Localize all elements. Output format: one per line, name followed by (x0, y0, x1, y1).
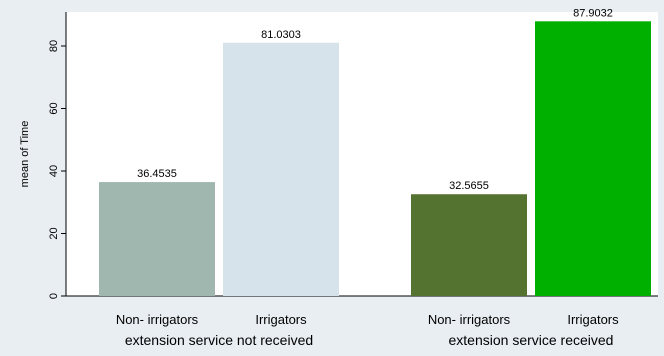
y-axis-label: mean of Time (19, 121, 31, 188)
y-tick-label: 40 (48, 165, 60, 177)
y-tick-label: 0 (48, 293, 60, 299)
y-tick-label: 60 (48, 102, 60, 114)
bar-value-label: 81.0303 (261, 29, 301, 41)
group-label: extension service received (449, 332, 614, 348)
bar-value-label: 87.9032 (573, 7, 613, 19)
bar (99, 182, 215, 296)
bar (535, 21, 651, 296)
bar-value-label: 36.4535 (137, 168, 177, 180)
category-label: Irrigators (255, 312, 307, 327)
y-tick-label: 80 (48, 40, 60, 52)
group-label: extension service not received (125, 332, 313, 348)
y-tick-label: 20 (48, 227, 60, 239)
bar (411, 194, 527, 296)
category-label: Irrigators (567, 312, 619, 327)
bar-value-label: 32.5655 (449, 180, 489, 192)
bar (223, 43, 339, 296)
category-label: Non- irrigators (116, 312, 199, 327)
category-label: Non- irrigators (428, 312, 511, 327)
